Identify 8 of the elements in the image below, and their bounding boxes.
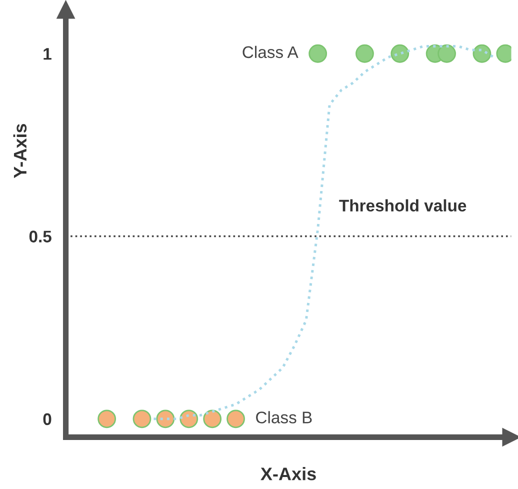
y-tick-label: 0.5 xyxy=(29,230,52,242)
x-axis-title: X-Axis xyxy=(260,467,316,480)
series-label: Class B xyxy=(256,411,312,424)
ref-line-label: Threshold value xyxy=(339,199,466,212)
y-axis-title: Y-Axis xyxy=(13,124,27,178)
series-label: Class A xyxy=(242,46,298,58)
y-tick-label: 1 xyxy=(44,48,52,60)
y-tick-label: 0 xyxy=(43,413,52,426)
